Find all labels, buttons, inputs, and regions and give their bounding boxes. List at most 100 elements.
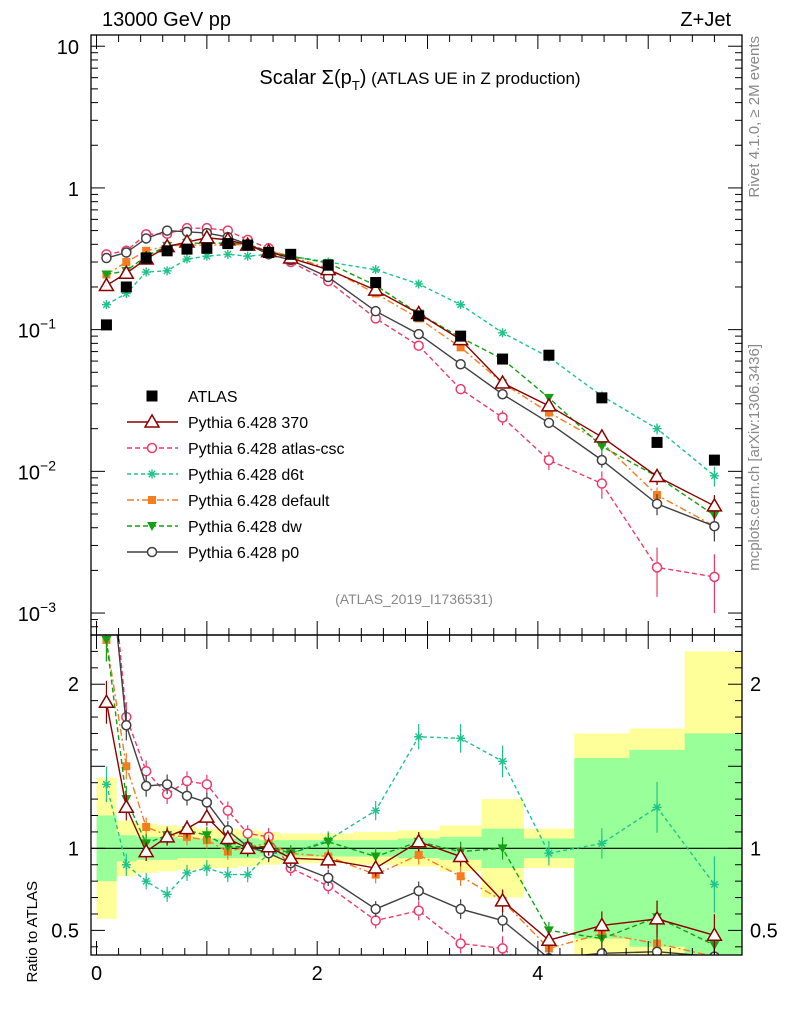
title-sigma: Σ(p — [322, 67, 352, 89]
title-close: ) — [360, 67, 367, 89]
main-point-d6t-13 — [456, 300, 466, 310]
ratio-point-p0-12 — [413, 885, 424, 897]
ratio-point-dw-15 — [543, 926, 554, 936]
ratio-point-dw-14 — [497, 844, 508, 854]
legend-entry-p0: Pythia 6.428 p0 — [127, 545, 299, 562]
main-point-atlas-18 — [708, 454, 720, 466]
x-tick-label-0: 0 — [91, 963, 102, 985]
ratio-point-default-13 — [456, 872, 465, 881]
ratio-point-d6t-3 — [162, 889, 172, 899]
main-point-p0-18 — [709, 520, 720, 532]
ratio-point-dw-5 — [201, 831, 212, 841]
main-point-atlas-8 — [263, 247, 275, 259]
main-point-p0-14 — [497, 388, 508, 400]
main-point-d6t-17 — [652, 424, 662, 434]
main-point-atlas-5 — [201, 242, 213, 254]
ratio-point-d6t-15 — [544, 848, 554, 858]
ratio-point-p0-2 — [140, 780, 152, 792]
ratio-point-dw-6 — [222, 842, 233, 852]
ratio-point-atlascsc-13 — [455, 938, 466, 949]
ratio-point-p0-11 — [370, 903, 381, 915]
ratio-point-d6t-5 — [202, 863, 212, 873]
main-point-p0-1 — [121, 247, 132, 258]
main-y-tick-base-4: 10 — [18, 604, 40, 626]
main-point-atlas-6 — [222, 238, 234, 250]
main-y-tick-label-3: 10−2 — [18, 457, 56, 484]
ratio-point-p370-0 — [98, 693, 115, 709]
ratio-point-d6t-7 — [243, 870, 253, 880]
mcplots-label: mcplots.cern.ch [arXiv:1306.3436] — [746, 344, 763, 571]
ratio-point-dw-0 — [101, 635, 112, 645]
main-y-tick-exp-4: −3 — [40, 599, 56, 615]
main-point-atlas-3 — [161, 245, 173, 257]
main-point-p0-0 — [101, 252, 112, 264]
ratio-point-dw-11 — [370, 852, 381, 862]
main-point-d6t-14 — [498, 328, 508, 338]
main-point-p370-11 — [367, 281, 384, 296]
legend-entry-dw: Pythia 6.428 dw — [127, 519, 302, 536]
legend-marker-dw — [147, 522, 157, 531]
main-point-atlas-12 — [413, 310, 425, 322]
legend-label-dw: Pythia 6.428 dw — [188, 519, 302, 536]
title-prefix: Scalar — [259, 67, 321, 89]
legend-marker-p0 — [146, 546, 158, 558]
ratio-point-default-1 — [122, 762, 131, 771]
main-point-p0-3 — [161, 225, 173, 236]
main-point-d6t-1 — [121, 288, 131, 298]
ratio-point-d6t-1 — [121, 860, 131, 870]
ratio-point-default-12 — [414, 850, 423, 859]
rivet-label: Rivet 4.1.0, ≥ 2M events — [746, 36, 763, 198]
ratio-point-p370-9 — [282, 849, 300, 864]
ratio-y-tick-label-right-0: 0.5 — [750, 920, 778, 942]
ratio-point-d6t-11 — [371, 806, 381, 816]
main-series-group — [98, 222, 723, 614]
main-point-p370-5 — [198, 229, 216, 244]
ratio-point-p370-15 — [540, 931, 558, 946]
ratio-point-d6t-14 — [498, 756, 508, 766]
main-point-p370-16 — [593, 428, 611, 443]
ratio-point-p370-18 — [706, 926, 723, 942]
main-point-d6t-7 — [243, 251, 253, 261]
main-point-atlas-1 — [120, 281, 132, 293]
ratio-point-p0-17 — [651, 946, 663, 955]
legend-label-default: Pythia 6.428 default — [188, 493, 330, 510]
ratio-point-p370-3 — [158, 828, 176, 843]
main-point-p0-15 — [543, 417, 555, 429]
ratio-point-d6t-13 — [456, 733, 466, 743]
ratio-point-atlascsc-17 — [653, 987, 662, 996]
main-point-atlas-16 — [596, 392, 608, 404]
main-point-d6t-11 — [371, 265, 381, 275]
ratio-point-atlascsc-5 — [201, 779, 213, 790]
ratio-point-d6t-4 — [182, 868, 192, 878]
main-point-p0-11 — [370, 305, 381, 317]
ratio-point-d6t-16 — [597, 838, 607, 848]
main-point-atlascsc-16 — [596, 478, 608, 489]
ratio-point-d6t-0 — [101, 779, 111, 789]
ratio-point-atlascsc-11 — [370, 915, 381, 926]
main-point-atlas-9 — [285, 248, 297, 260]
legend-label-d6t: Pythia 6.428 d6t — [188, 467, 304, 484]
legend-marker-p370 — [143, 413, 161, 428]
main-point-d6t-5 — [202, 251, 212, 261]
main-point-default-15 — [544, 408, 553, 417]
ratio-point-p0-5 — [201, 797, 213, 808]
main-point-p370-15 — [540, 397, 558, 412]
main-point-atlas-11 — [370, 277, 382, 289]
ratio-point-p370-10 — [319, 851, 337, 866]
main-series-dw — [101, 238, 720, 528]
main-point-d6t-3 — [162, 266, 172, 276]
ratio-y-tick-label-right-2: 2 — [750, 674, 761, 696]
ratio-point-p370-1 — [118, 798, 135, 814]
x-tick-label-2: 4 — [532, 963, 543, 985]
ratio-point-p370-4 — [178, 820, 196, 835]
main-point-p370-1 — [118, 264, 135, 279]
ratio-point-p370-6 — [219, 829, 237, 845]
ratio-point-atlascsc-7 — [242, 828, 253, 839]
legend: ATLAS Pythia 6.428 370 Pythia 6.428 atlas-… — [127, 389, 345, 562]
ratio-point-d6t-6 — [223, 870, 233, 880]
main-point-d6t-2 — [141, 267, 151, 277]
ratio-point-atlascsc-6 — [222, 805, 234, 816]
main-point-d6t-18 — [709, 471, 719, 481]
ratio-point-p370-14 — [494, 892, 511, 907]
